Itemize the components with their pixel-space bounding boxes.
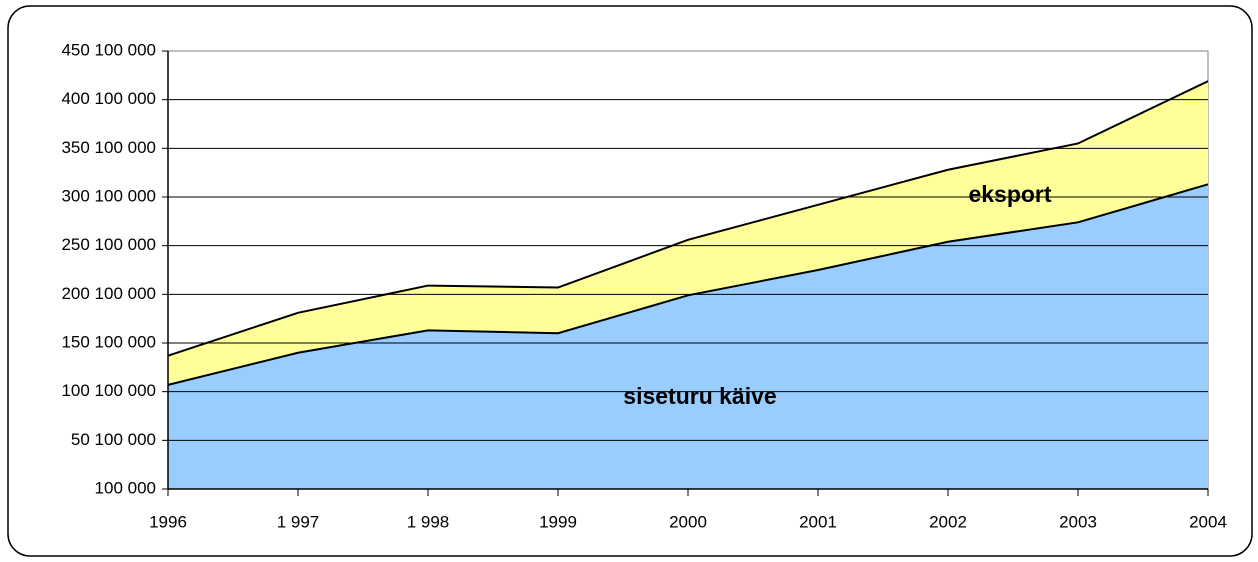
x-tick-label: 2004 xyxy=(1189,512,1227,531)
area-line xyxy=(167,183,1209,386)
y-tick-label: 450 100 000 xyxy=(61,40,156,59)
x-tick-label: 2001 xyxy=(799,512,837,531)
x-tick-label: 2002 xyxy=(929,512,967,531)
x-tick-label: 1 998 xyxy=(407,512,450,531)
x-tick-label: 1996 xyxy=(149,512,187,531)
y-tick-label: 100 000 xyxy=(95,478,156,497)
y-tick-label: 100 100 000 xyxy=(61,381,156,400)
y-tick-label: 350 100 000 xyxy=(61,138,156,157)
y-tick-label: 50 100 000 xyxy=(71,430,156,449)
y-tick-label: 150 100 000 xyxy=(61,332,156,351)
series-label: eksport xyxy=(968,181,1051,207)
series-label: siseturu käive xyxy=(623,383,776,409)
x-tick-label: 1999 xyxy=(539,512,577,531)
y-tick-label: 400 100 000 xyxy=(61,89,156,108)
x-tick-label: 1 997 xyxy=(277,512,320,531)
y-tick-label: 250 100 000 xyxy=(61,235,156,254)
x-tick-label: 2000 xyxy=(669,512,707,531)
area-line xyxy=(167,80,1209,357)
y-tick-label: 200 100 000 xyxy=(61,284,156,303)
area xyxy=(168,184,1208,489)
area xyxy=(168,81,1208,385)
x-tick-label: 2003 xyxy=(1059,512,1097,531)
y-tick-label: 300 100 000 xyxy=(61,186,156,205)
